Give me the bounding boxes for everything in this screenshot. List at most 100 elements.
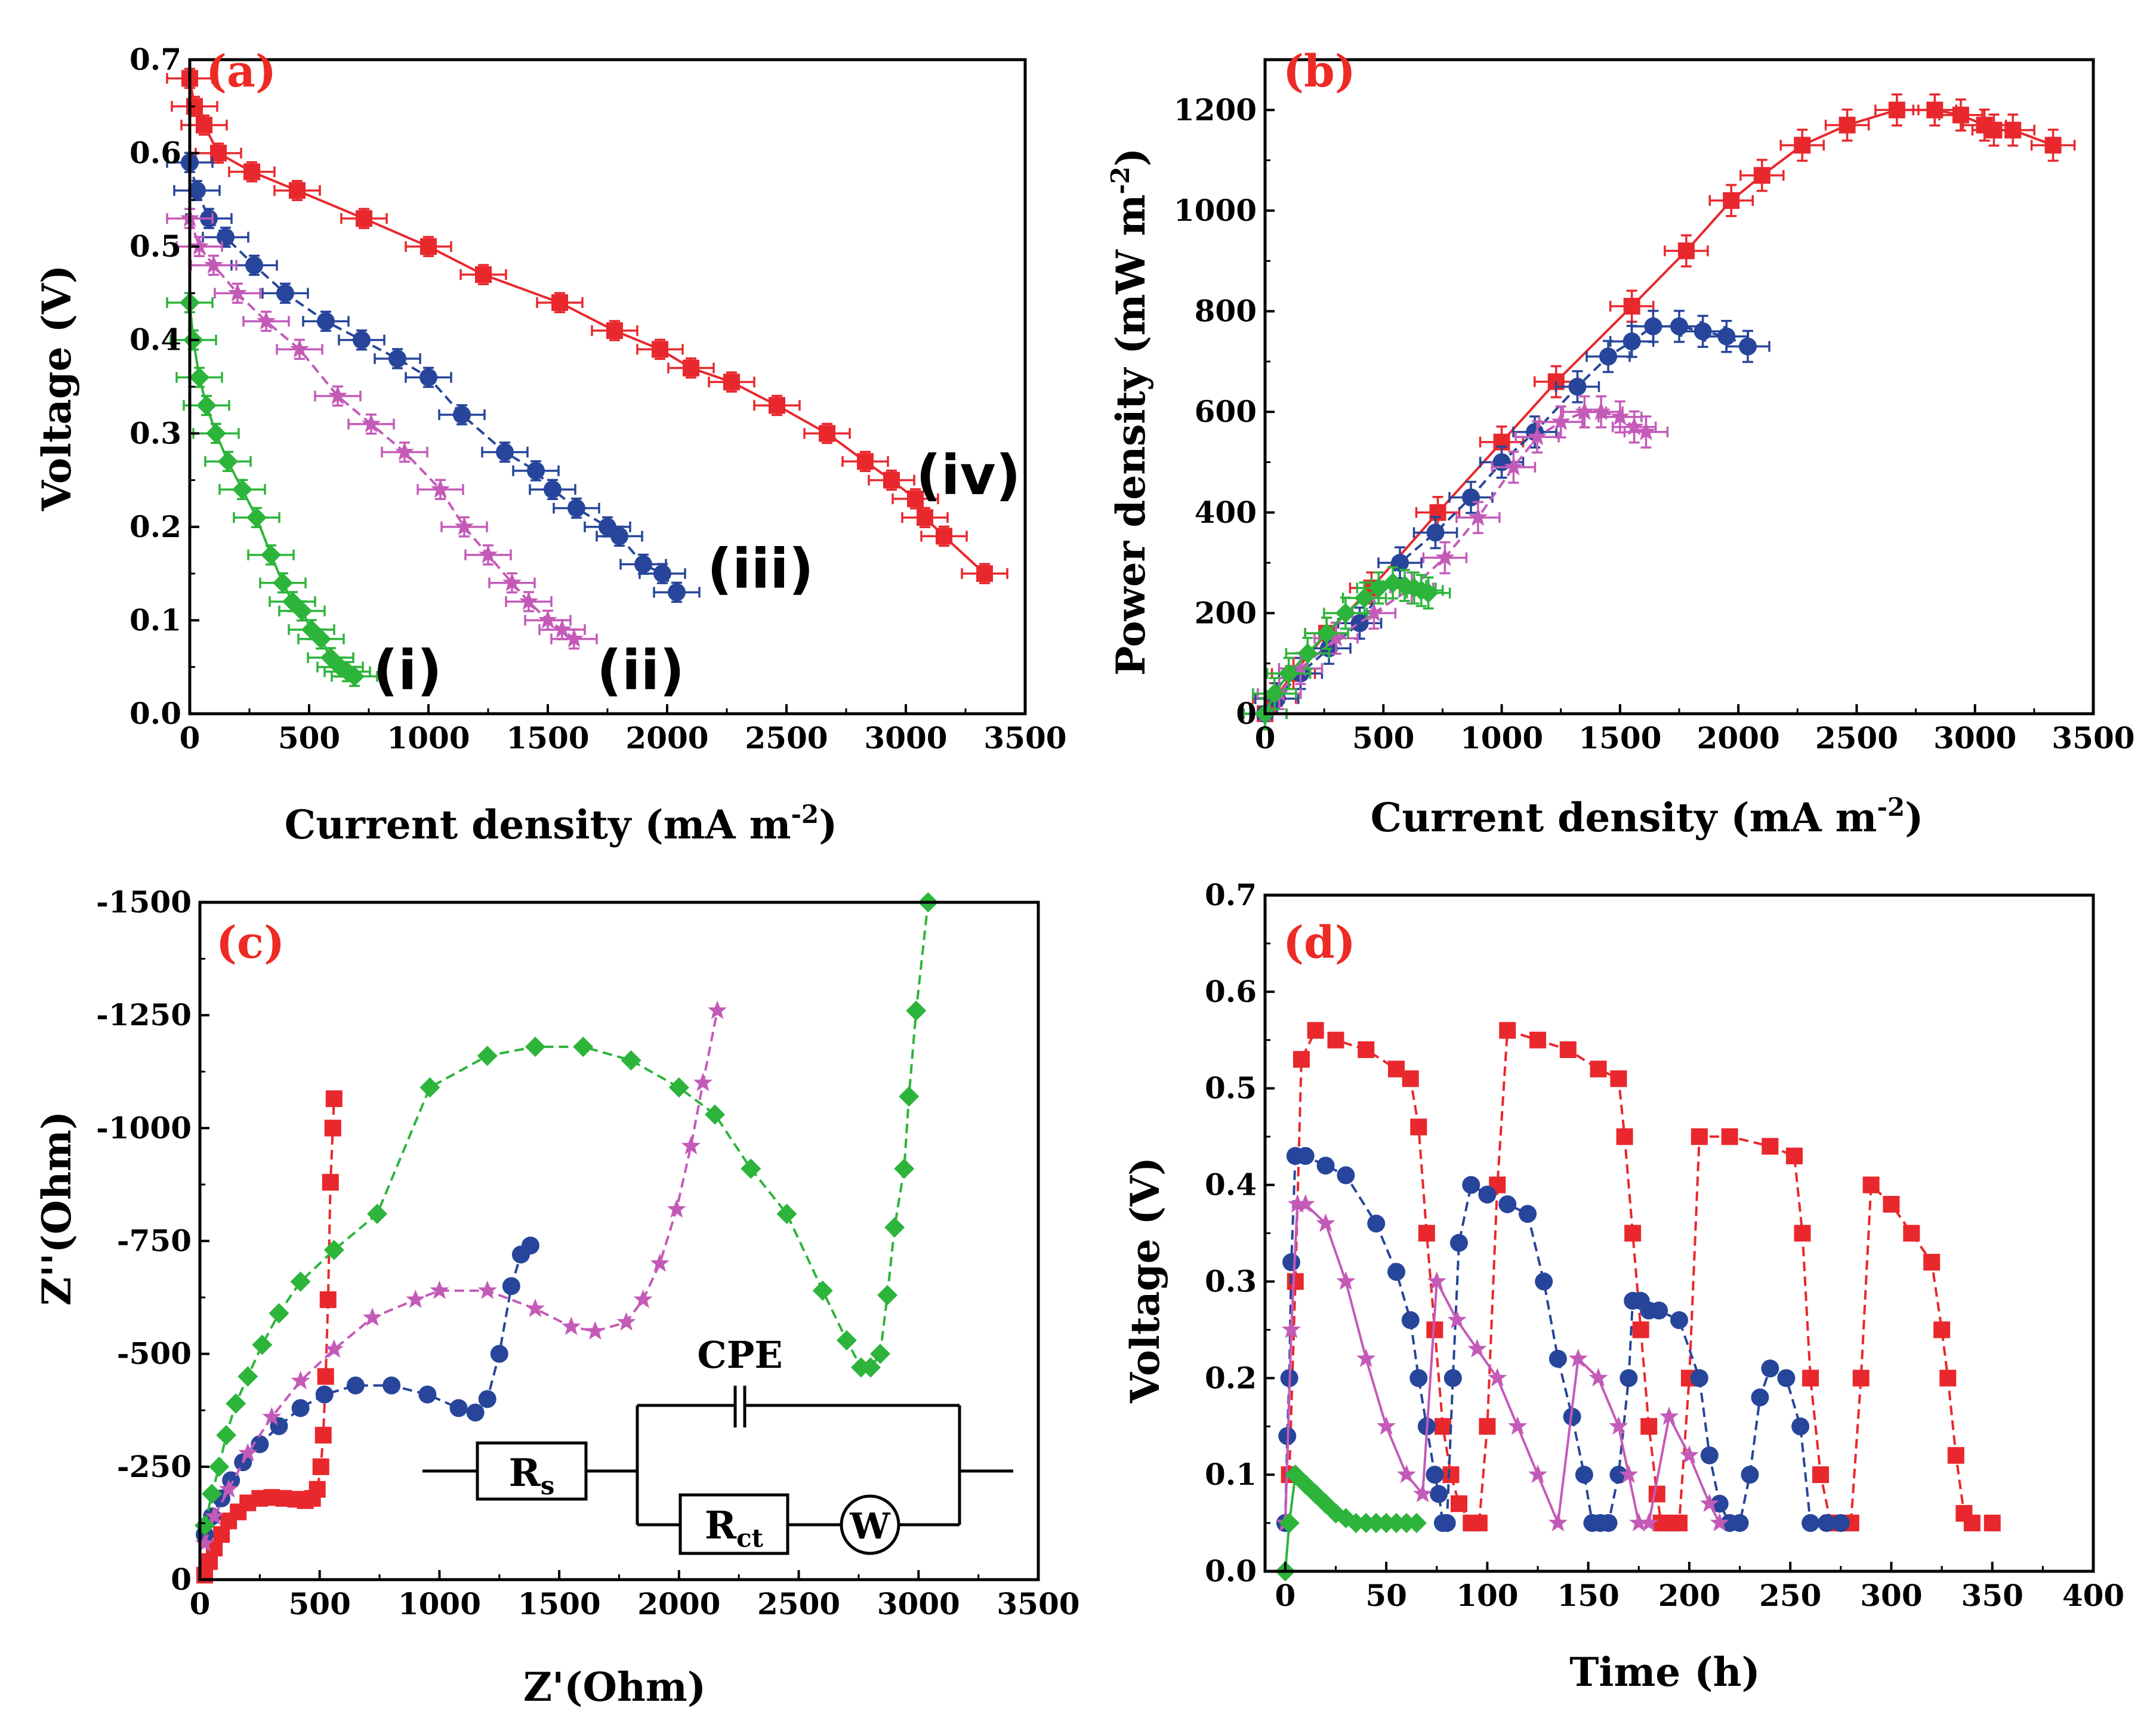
y-tick-label: 0.3 [1205,1263,1257,1299]
series-line-green [189,302,356,678]
data-point [1426,1466,1444,1484]
panel-b-frame [1263,58,2095,716]
curve-label-iv: (iv) [916,443,1021,507]
data-point [206,423,226,444]
data-point [1409,1369,1428,1387]
data-point [1449,1234,1468,1252]
data-point [1402,1070,1419,1087]
y-tick-label: 0.3 [129,415,181,451]
data-point [1336,1271,1356,1290]
panel-c-ticks: 0 500 1000 1500 2000 2500 3000 3500 0 -250 -500 -75… [96,884,1080,1621]
x-tick-label: 1000 [398,1586,481,1621]
data-point [1952,106,1969,124]
panel-c-ylabel: Z''(Ohm) [33,1111,80,1306]
x-tick-label: 0 [1255,720,1276,756]
data-point [1559,1041,1577,1058]
data-point [1650,1301,1668,1319]
data-point [723,374,740,391]
data-point [633,1289,653,1308]
panel-d: 0 50 100 150 200 250 300 350 400 0.0 0.1 0.2 0.3 0.4 0… [1122,877,2124,1695]
data-point [1434,1418,1451,1435]
curve-label-i: (i) [373,639,442,702]
series-blue [196,1237,539,1544]
y-tick-label: 800 [1195,294,1257,329]
data-point [1316,1157,1335,1175]
data-point [418,1385,437,1404]
circuit-cpe-label: CPE [697,1333,782,1377]
data-point [356,210,372,227]
x-tick-label: 300 [1860,1578,1922,1613]
data-point [346,1376,365,1395]
y-tick-label: 0.0 [1205,1553,1257,1589]
data-point [836,1330,857,1350]
x-tick-label: 1500 [518,1586,601,1621]
series-red [1281,1022,2001,1532]
series-pink [1275,1194,1729,1532]
data-point [705,1104,726,1125]
data-point [269,1303,289,1324]
data-point [1356,1348,1376,1367]
data-point [567,499,585,517]
data-point [2044,137,2062,154]
x-tick-label: 2500 [757,1586,840,1621]
data-point [1939,1370,1957,1387]
data-point [906,1000,927,1021]
data-point [1293,1051,1310,1068]
data-point [1478,1185,1497,1204]
data-point [1548,1513,1568,1532]
data-point [708,1000,727,1019]
data-point [1623,298,1640,315]
data-point [562,1316,581,1336]
panel-a-ylabel: Voltage (V) [33,265,80,511]
data-point [1337,1166,1355,1185]
data-point [232,479,252,500]
data-point [1450,1495,1467,1512]
data-point [1426,523,1445,542]
data-point [1622,332,1641,351]
data-point [1794,137,1811,154]
data-point [616,1312,636,1331]
data-point [261,544,281,565]
y-tick-label: 0.6 [1205,974,1257,1009]
data-point [1802,1370,1819,1387]
data-point [420,238,437,255]
data-point [502,1277,520,1296]
panel-c-label: (c) [216,917,285,969]
series-blue [166,152,701,603]
y-tick-label: -1000 [96,1110,192,1145]
x-tick-label: 350 [1961,1578,2023,1613]
x-tick-label: 3500 [997,1586,1079,1621]
y-tick-label: 0.2 [129,509,181,544]
data-point [1549,1349,1567,1368]
data-point [653,565,671,583]
panel-c-curves [195,892,939,1584]
data-point [496,443,514,461]
data-point [466,1404,485,1422]
data-point [652,341,668,358]
data-point [1418,1225,1435,1242]
data-point [883,471,900,489]
data-point [2004,122,2022,139]
curve-label-ii: (ii) [597,639,684,702]
series-green [166,292,378,687]
x-tick-label: 400 [2062,1578,2124,1613]
y-tick-label: 0.7 [1205,877,1257,912]
data-point [1794,1225,1811,1242]
panel-d-xlabel: Time (h) [1569,1649,1760,1695]
circuit-rct-label: Rct [705,1503,764,1553]
series-line-blue [1284,1155,1841,1525]
panel-b-ticks: 0 500 1000 1500 2000 2500 3000 3500 0 200 400 600 80… [1174,92,2135,756]
y-tick-label: 0.2 [1205,1360,1257,1395]
data-point [1753,166,1770,184]
data-point [1762,1137,1779,1155]
data-point [289,182,306,199]
data-point [388,350,406,368]
data-point [1933,1321,1951,1339]
data-point [1396,1464,1416,1484]
data-point [1670,1311,1688,1330]
data-point [526,1299,545,1317]
series-line-red [189,78,986,575]
data-point [367,1204,388,1225]
data-point [606,322,623,340]
series-red [196,1090,343,1584]
